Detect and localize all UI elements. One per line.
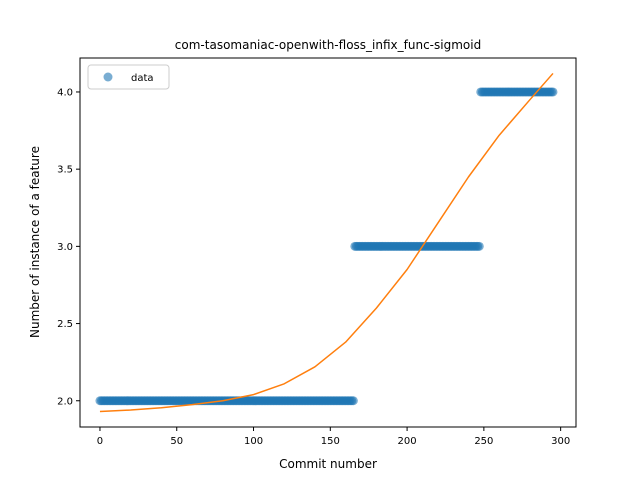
y-axis: 2.0 2.5 3.0 3.5 4.0 [57,87,80,407]
x-tick-label: 150 [321,436,340,447]
x-axis: 0 50 100 150 200 250 300 [97,427,570,447]
legend-box [87,64,170,90]
legend: data [87,64,170,90]
plot-frame [79,57,577,428]
x-tick-label: 250 [474,436,493,447]
y-tick-label: 2.0 [57,396,73,407]
plot-area [95,72,558,413]
y-tick-label: 4.0 [57,87,73,98]
data-point [348,396,358,406]
y-tick-label: 2.5 [57,319,73,330]
x-tick-label: 200 [398,436,417,447]
x-tick-label: 300 [551,436,570,447]
chart-title: com-tasomaniac-openwith-floss_infix_func… [175,38,481,52]
y-axis-label: Number of instance of a feature [28,146,42,338]
fit-line [99,72,554,413]
data-point [548,87,558,97]
data-point [474,241,484,251]
x-tick-label: 100 [244,436,263,447]
legend-label-data: data [131,73,154,84]
x-tick-label: 50 [170,436,183,447]
y-tick-label: 3.5 [57,165,73,176]
x-axis-label: Commit number [279,457,377,471]
legend-marker-data [103,72,113,82]
y-tick-label: 3.0 [57,242,73,253]
x-tick-label: 0 [97,436,103,447]
